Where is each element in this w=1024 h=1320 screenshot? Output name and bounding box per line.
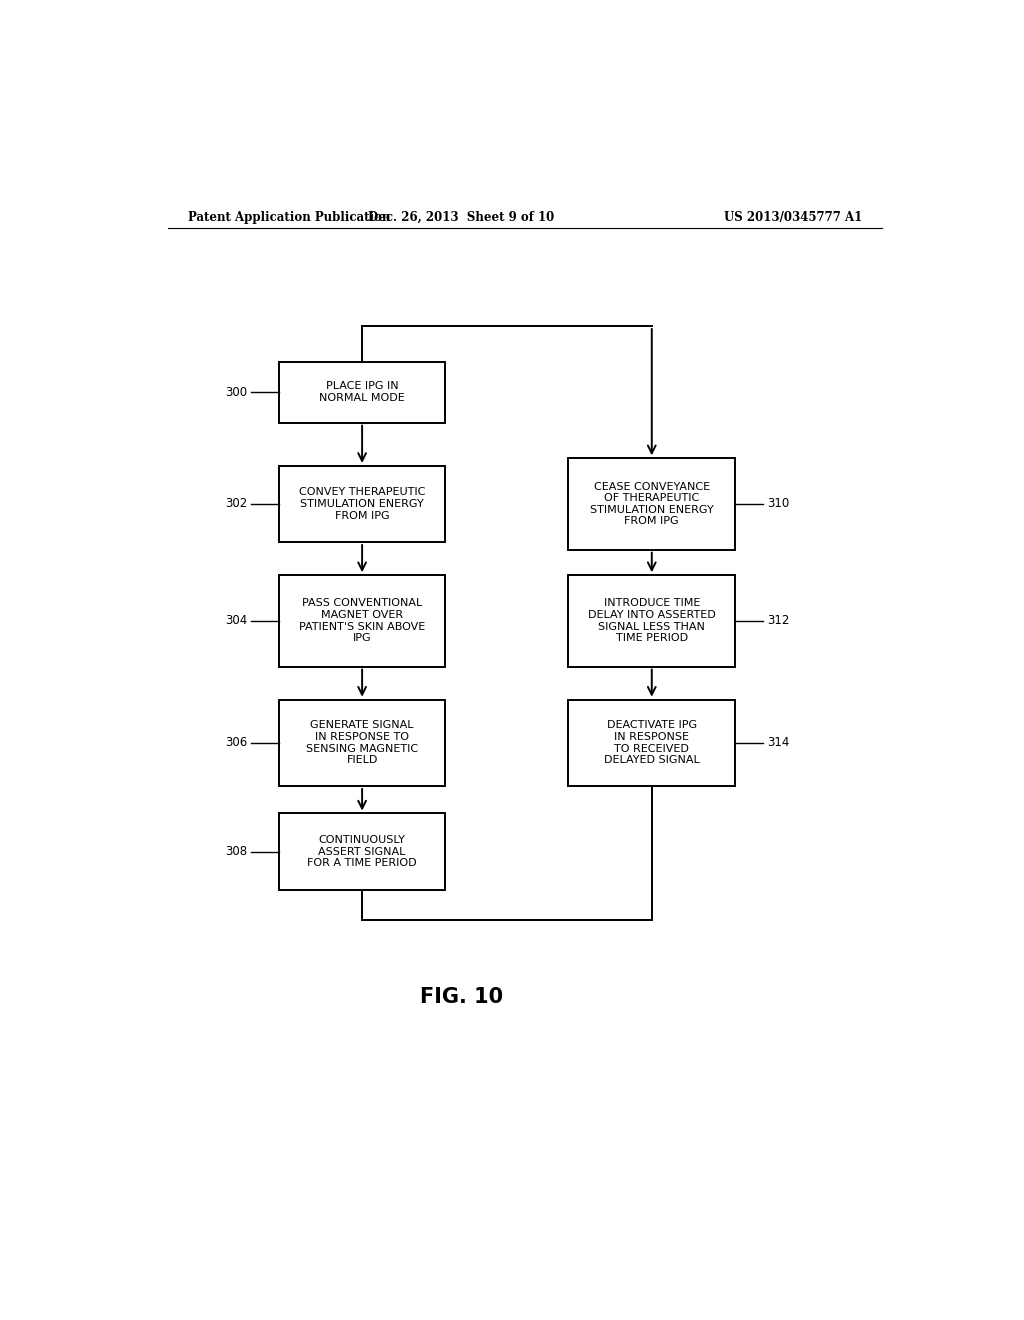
Text: 310: 310 [767,498,790,511]
Text: PLACE IPG IN
NORMAL MODE: PLACE IPG IN NORMAL MODE [319,381,404,403]
Text: Dec. 26, 2013  Sheet 9 of 10: Dec. 26, 2013 Sheet 9 of 10 [369,211,554,224]
Text: 306: 306 [225,737,247,750]
Text: PASS CONVENTIONAL
MAGNET OVER
PATIENT'S SKIN ABOVE
IPG: PASS CONVENTIONAL MAGNET OVER PATIENT'S … [299,598,425,643]
Text: 300: 300 [225,385,247,399]
Text: INTRODUCE TIME
DELAY INTO ASSERTED
SIGNAL LESS THAN
TIME PERIOD: INTRODUCE TIME DELAY INTO ASSERTED SIGNA… [588,598,716,643]
Text: GENERATE SIGNAL
IN RESPONSE TO
SENSING MAGNETIC
FIELD: GENERATE SIGNAL IN RESPONSE TO SENSING M… [306,721,418,766]
Bar [279,813,445,890]
Bar [568,700,735,785]
Text: 312: 312 [767,614,790,627]
Bar [279,700,445,785]
Bar [279,362,445,422]
Text: CEASE CONVEYANCE
OF THERAPEUTIC
STIMULATION ENERGY
FROM IPG: CEASE CONVEYANCE OF THERAPEUTIC STIMULAT… [590,482,714,527]
Bar [568,458,735,549]
Text: 314: 314 [767,737,790,750]
Text: 302: 302 [225,498,247,511]
Text: Patent Application Publication: Patent Application Publication [187,211,390,224]
Bar [568,576,735,667]
Text: CONVEY THERAPEUTIC
STIMULATION ENERGY
FROM IPG: CONVEY THERAPEUTIC STIMULATION ENERGY FR… [299,487,425,520]
Text: US 2013/0345777 A1: US 2013/0345777 A1 [724,211,862,224]
Text: 308: 308 [225,845,247,858]
Bar [279,466,445,543]
Text: FIG. 10: FIG. 10 [420,987,503,1007]
Text: 304: 304 [225,614,247,627]
Text: DEACTIVATE IPG
IN RESPONSE
TO RECEIVED
DELAYED SIGNAL: DEACTIVATE IPG IN RESPONSE TO RECEIVED D… [604,721,699,766]
Bar [279,576,445,667]
Text: CONTINUOUSLY
ASSERT SIGNAL
FOR A TIME PERIOD: CONTINUOUSLY ASSERT SIGNAL FOR A TIME PE… [307,836,417,869]
